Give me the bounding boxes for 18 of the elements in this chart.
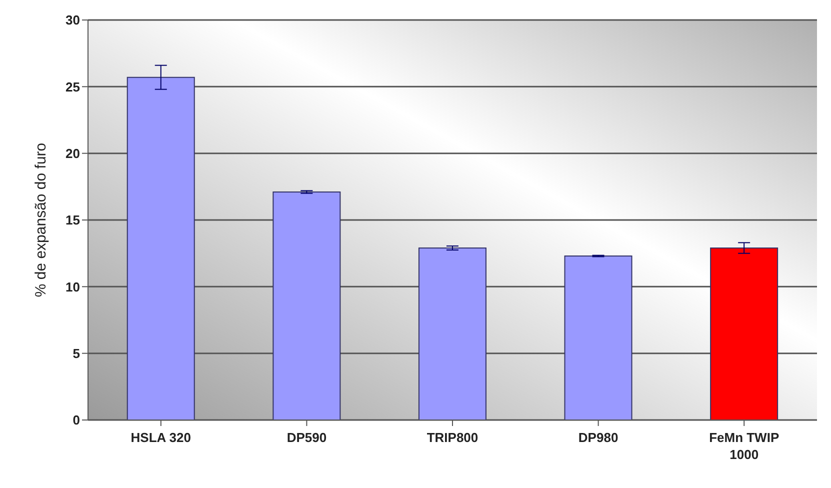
bar (126, 76, 195, 420)
x-tick-label: DP980 (578, 430, 618, 445)
x-tick-label: FeMn TWIP 1000 (709, 430, 780, 462)
y-tick-label: 20 (66, 146, 80, 161)
y-tick-label: 25 (66, 79, 80, 94)
y-tick-label: 10 (66, 279, 80, 294)
x-tick-label: TRIP800 (426, 430, 478, 445)
y-tick-label: 5 (72, 346, 80, 361)
y-tick-label: 0 (72, 412, 80, 428)
x-tick-label: DP590 (286, 430, 327, 445)
x-tick-label: HSLA 320 (130, 430, 192, 445)
y-tick-label: 15 (66, 212, 80, 228)
bar (418, 248, 486, 420)
bar (710, 248, 778, 420)
bar (272, 192, 341, 420)
y-tick-label: 30 (66, 12, 80, 28)
y-axis-title: % de expansão do furo (32, 142, 50, 298)
bar (564, 256, 632, 420)
